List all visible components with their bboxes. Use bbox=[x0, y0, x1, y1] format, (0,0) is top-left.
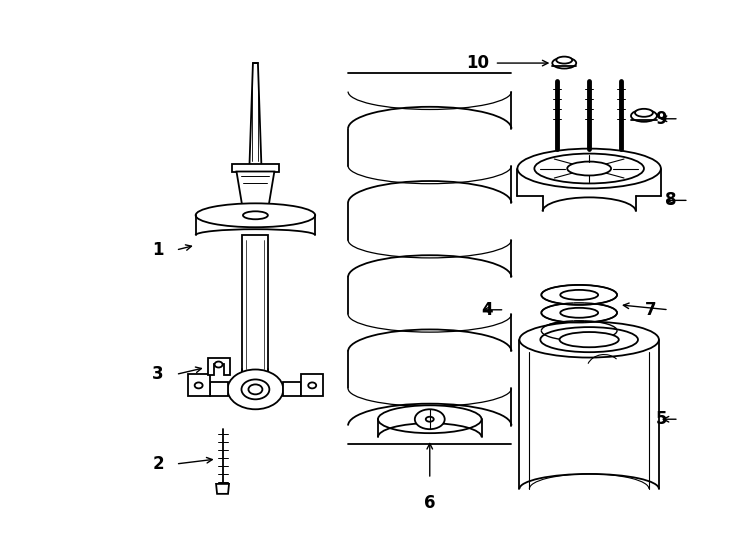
Ellipse shape bbox=[520, 322, 659, 357]
Ellipse shape bbox=[243, 211, 268, 219]
Text: 10: 10 bbox=[467, 54, 490, 72]
Ellipse shape bbox=[635, 109, 653, 117]
Ellipse shape bbox=[214, 361, 222, 368]
Text: 4: 4 bbox=[481, 301, 493, 319]
Polygon shape bbox=[301, 374, 323, 396]
Polygon shape bbox=[231, 164, 280, 172]
Ellipse shape bbox=[228, 369, 283, 409]
Text: 1: 1 bbox=[152, 241, 164, 259]
Ellipse shape bbox=[378, 406, 482, 433]
Ellipse shape bbox=[415, 409, 445, 429]
Polygon shape bbox=[208, 357, 230, 375]
Text: 6: 6 bbox=[424, 494, 435, 512]
Ellipse shape bbox=[195, 382, 203, 388]
Ellipse shape bbox=[631, 110, 657, 122]
Polygon shape bbox=[250, 63, 261, 166]
Ellipse shape bbox=[241, 380, 269, 400]
Text: 2: 2 bbox=[152, 455, 164, 473]
Ellipse shape bbox=[552, 58, 576, 69]
Text: 7: 7 bbox=[645, 301, 657, 319]
Ellipse shape bbox=[540, 327, 638, 352]
Ellipse shape bbox=[542, 321, 617, 341]
Ellipse shape bbox=[517, 148, 661, 188]
Text: 5: 5 bbox=[655, 410, 667, 428]
Polygon shape bbox=[242, 235, 269, 374]
Ellipse shape bbox=[248, 384, 262, 394]
Ellipse shape bbox=[560, 308, 598, 318]
Text: 8: 8 bbox=[665, 191, 677, 210]
Ellipse shape bbox=[560, 290, 598, 300]
Polygon shape bbox=[216, 484, 229, 494]
Polygon shape bbox=[236, 172, 275, 210]
Ellipse shape bbox=[534, 153, 644, 184]
Ellipse shape bbox=[560, 326, 598, 336]
Ellipse shape bbox=[426, 417, 434, 422]
Polygon shape bbox=[210, 382, 228, 396]
Ellipse shape bbox=[542, 285, 617, 305]
Ellipse shape bbox=[567, 161, 611, 176]
Text: 9: 9 bbox=[655, 110, 667, 128]
Ellipse shape bbox=[559, 332, 619, 347]
Ellipse shape bbox=[308, 382, 316, 388]
Polygon shape bbox=[283, 382, 301, 396]
Ellipse shape bbox=[542, 303, 617, 323]
Ellipse shape bbox=[196, 204, 315, 227]
Ellipse shape bbox=[556, 57, 573, 64]
Polygon shape bbox=[188, 374, 210, 396]
Text: 3: 3 bbox=[152, 366, 164, 383]
Polygon shape bbox=[231, 210, 280, 215]
